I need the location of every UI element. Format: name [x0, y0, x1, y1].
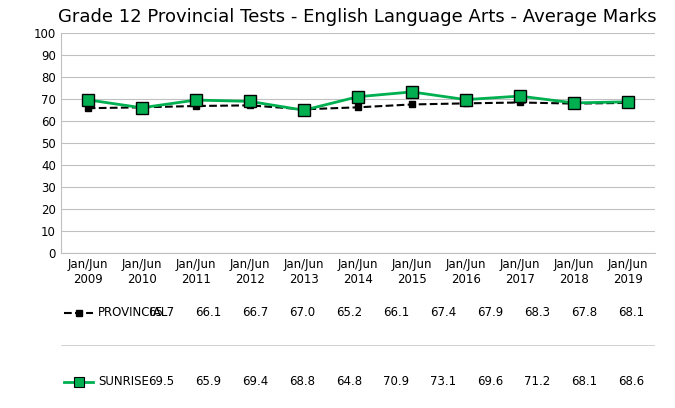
Text: 68.6: 68.6 [618, 375, 645, 388]
Text: 71.2: 71.2 [524, 375, 550, 388]
Text: PROVINCIAL: PROVINCIAL [98, 306, 169, 319]
Text: 68.1: 68.1 [571, 375, 597, 388]
SUNRISE [516, 94, 524, 99]
Text: 68.1: 68.1 [618, 306, 645, 319]
SUNRISE [192, 98, 200, 102]
SUNRISE [624, 100, 632, 104]
SUNRISE [246, 99, 254, 104]
Text: 73.1: 73.1 [430, 375, 456, 388]
PROVINCIAL [354, 105, 362, 110]
PROVINCIAL [84, 106, 92, 111]
Text: 69.4: 69.4 [242, 375, 269, 388]
PROVINCIAL [462, 101, 470, 106]
Line: PROVINCIAL: PROVINCIAL [84, 99, 631, 113]
Text: 67.4: 67.4 [430, 306, 456, 319]
Text: 68.8: 68.8 [290, 375, 315, 388]
Text: 65.7: 65.7 [148, 306, 175, 319]
PROVINCIAL [246, 103, 254, 108]
PROVINCIAL [138, 105, 146, 110]
SUNRISE [462, 97, 470, 102]
Text: 70.9: 70.9 [383, 375, 410, 388]
Text: 68.3: 68.3 [524, 306, 550, 319]
Text: 65.9: 65.9 [195, 375, 221, 388]
PROVINCIAL [570, 101, 578, 106]
SUNRISE [570, 100, 578, 105]
PROVINCIAL [624, 100, 632, 105]
SUNRISE [300, 108, 308, 113]
Text: 66.1: 66.1 [195, 306, 221, 319]
PROVINCIAL [516, 100, 524, 105]
Line: SUNRISE: SUNRISE [82, 86, 633, 116]
SUNRISE [408, 89, 416, 94]
Text: 64.8: 64.8 [336, 375, 362, 388]
Text: 69.6: 69.6 [477, 375, 504, 388]
PROVINCIAL [192, 104, 200, 109]
Text: 67.8: 67.8 [571, 306, 597, 319]
Text: 67.0: 67.0 [290, 306, 315, 319]
Text: 65.2: 65.2 [336, 306, 362, 319]
Text: SUNRISE: SUNRISE [98, 375, 149, 388]
Text: 66.7: 66.7 [242, 306, 269, 319]
SUNRISE [138, 105, 146, 110]
PROVINCIAL [300, 107, 308, 112]
Text: 69.5: 69.5 [148, 375, 175, 388]
PROVINCIAL [408, 102, 416, 107]
SUNRISE [354, 94, 362, 99]
Text: 66.1: 66.1 [383, 306, 410, 319]
SUNRISE [84, 98, 92, 102]
Text: 67.9: 67.9 [477, 306, 504, 319]
Title: Grade 12 Provincial Tests - English Language Arts - Average Marks: Grade 12 Provincial Tests - English Lang… [59, 7, 657, 26]
